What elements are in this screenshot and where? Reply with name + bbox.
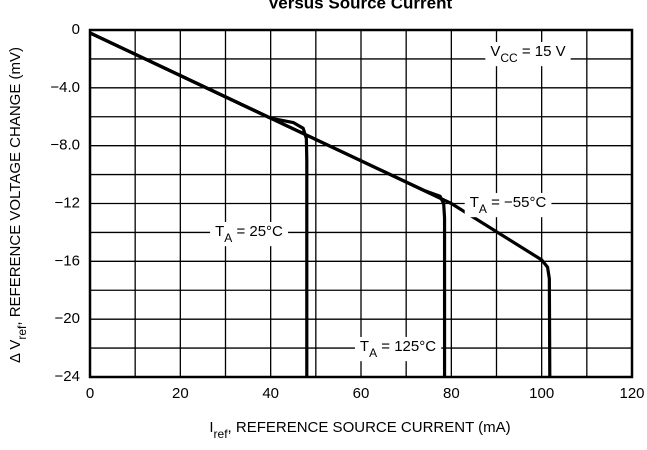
series-label-part: T [470, 194, 479, 211]
x-tick-label: 0 [86, 385, 94, 402]
series-label-part: A [224, 231, 232, 245]
x-tick-label: 120 [619, 385, 644, 402]
annotation-part: V [490, 43, 500, 60]
series-label-part: A [369, 346, 377, 360]
y-tick-label: −12 [55, 194, 80, 211]
series-label: TA = −55°C [470, 194, 547, 216]
x-axis-label-part: , REFERENCE SOURCE CURRENT (mA) [228, 419, 511, 436]
series-label: TA = 25°C [215, 223, 283, 245]
annotation-part: CC [500, 51, 518, 65]
x-axis-label: Iref, REFERENCE SOURCE CURRENT (mA) [209, 419, 510, 441]
series-label: TA = 125°C [360, 338, 436, 360]
y-axis-label-part: Δ V [7, 340, 24, 363]
series-label-part: = 25°C [232, 223, 283, 240]
x-axis-label-part: I [209, 419, 213, 436]
series-label-part: T [215, 223, 224, 240]
y-tick-label: −20 [55, 310, 80, 327]
y-tick-label: −4.0 [50, 79, 80, 96]
label-bg [464, 192, 552, 218]
label-bg [354, 336, 442, 362]
y-axis-label-part: ref [15, 325, 29, 340]
series-line [89, 31, 447, 377]
x-tick-label: 20 [172, 385, 189, 402]
y-tick-label: −24 [55, 368, 80, 385]
x-tick-label: 100 [529, 385, 554, 402]
series-label-part: T [360, 338, 369, 355]
y-tick-label: 0 [72, 21, 80, 38]
y-tick-label: −16 [55, 252, 80, 269]
y-axis-label-part: , REFERENCE VOLTAGE CHANGE (mV) [7, 47, 24, 326]
x-axis-label-part: ref [214, 427, 229, 441]
y-tick-label: −8.0 [50, 137, 80, 154]
label-bg [485, 41, 571, 67]
series-line [89, 31, 309, 377]
label-bg [210, 221, 289, 247]
annotation: VCC = 15 V [490, 43, 565, 65]
x-tick-label: 60 [353, 385, 370, 402]
y-axis-label: Δ Vref, REFERENCE VOLTAGE CHANGE (mV) [7, 47, 29, 363]
series-label-part: A [479, 202, 487, 216]
plot-frame [88, 28, 634, 379]
x-tick-label: 80 [443, 385, 460, 402]
x-tick-label: 40 [262, 385, 279, 402]
annotation-part: = 15 V [518, 43, 566, 60]
series-label-part: = 125°C [377, 338, 436, 355]
series-label-part: = −55°C [487, 194, 547, 211]
chart-title: Versus Source Current [268, 0, 453, 12]
